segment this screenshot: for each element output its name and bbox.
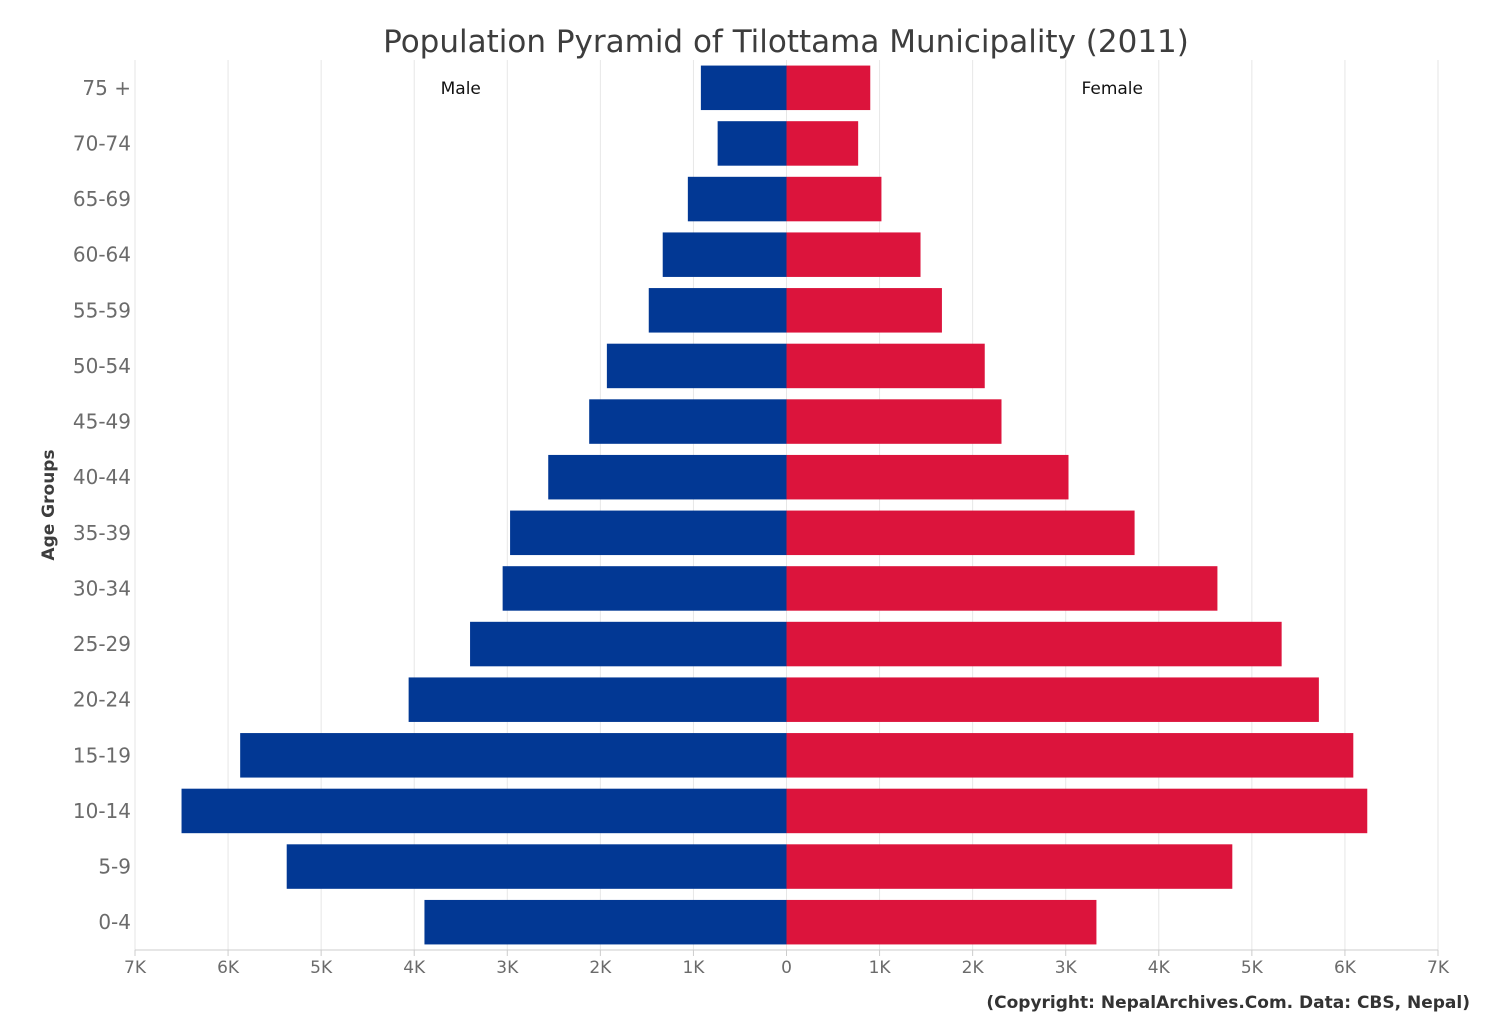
x-tick-label: 7K — [124, 958, 147, 978]
y-tick-label: 20-24 — [73, 688, 131, 712]
female-bar-20-24 — [786, 677, 1319, 722]
male-bar-40-44 — [548, 454, 787, 500]
x-tick-label: 7K — [1427, 958, 1450, 978]
y-axis-title: Age Groups — [39, 449, 59, 560]
male-bar-55-59 — [648, 288, 787, 333]
x-tick-label: 6K — [217, 958, 240, 978]
labels: 75 + 70-74 65-69 60-64 55-59 50-54 45-49 40-44 3… — [73, 76, 1450, 978]
y-tick-label: 40-44 — [73, 465, 131, 489]
female-bar-25-29 — [786, 621, 1282, 667]
x-tick-label: 2K — [589, 958, 612, 978]
female-bar-10-14 — [786, 788, 1368, 834]
male-bar-0-4 — [424, 899, 787, 945]
y-tick-label: 15-19 — [73, 743, 131, 767]
female-bar-65-69 — [786, 176, 882, 222]
female-bar-55-59 — [786, 288, 942, 333]
female-bar-30-34 — [786, 566, 1218, 611]
y-tick-label: 60-64 — [73, 243, 131, 267]
y-tick-label: 30-34 — [73, 576, 131, 600]
female-bar-75- — [786, 65, 871, 111]
bars — [181, 65, 1368, 945]
x-tick-label: 1K — [682, 958, 705, 978]
y-tick-label: 0-4 — [98, 910, 131, 934]
male-bar-25-29 — [470, 621, 787, 667]
y-tick-label: 45-49 — [73, 410, 131, 434]
female-bar-5-9 — [786, 844, 1233, 889]
female-series-label: Female — [1082, 79, 1143, 99]
female-bar-60-64 — [786, 232, 921, 277]
male-bar-10-14 — [181, 788, 787, 834]
male-bar-65-69 — [687, 176, 787, 222]
female-bar-70-74 — [786, 121, 859, 166]
female-bar-15-19 — [786, 733, 1354, 778]
x-tick-label: 6K — [1334, 958, 1357, 978]
x-tick-label: 4K — [1148, 958, 1171, 978]
male-bar-75- — [700, 65, 787, 111]
y-tick-label: 70-74 — [73, 131, 131, 155]
axes — [134, 949, 1439, 956]
female-bar-35-39 — [786, 510, 1135, 556]
x-tick-label: 0 — [781, 958, 792, 978]
female-bar-40-44 — [786, 454, 1069, 500]
x-tick-label: 2K — [962, 958, 985, 978]
y-tick-label: 65-69 — [73, 187, 131, 211]
y-tick-label: 75 + — [82, 76, 131, 100]
credit-text: (Copyright: NepalArchives.Com. Data: CBS… — [986, 993, 1470, 1013]
male-series-label: Male — [441, 79, 481, 99]
y-tick-label: 25-29 — [73, 632, 131, 656]
male-bar-5-9 — [286, 844, 787, 889]
male-bar-60-64 — [662, 232, 787, 277]
female-bar-0-4 — [786, 899, 1097, 945]
y-tick-label: 35-39 — [73, 521, 131, 545]
x-tick-label: 5K — [310, 958, 333, 978]
y-tick-label: 10-14 — [73, 799, 131, 823]
female-bar-45-49 — [786, 399, 1002, 444]
y-tick-label: 5-9 — [98, 855, 131, 879]
x-tick-label: 4K — [403, 958, 426, 978]
male-bar-20-24 — [408, 677, 787, 722]
male-bar-15-19 — [240, 733, 787, 778]
x-tick-label: 3K — [1055, 958, 1078, 978]
x-tick-label: 3K — [496, 958, 519, 978]
chart-title: Population Pyramid of Tilottama Municipa… — [383, 24, 1189, 60]
male-bar-30-34 — [502, 566, 787, 611]
male-bar-70-74 — [717, 121, 787, 166]
male-bar-45-49 — [589, 399, 787, 444]
x-tick-label: 1K — [869, 958, 892, 978]
female-bar-50-54 — [786, 343, 985, 389]
x-tick-label: 5K — [1241, 958, 1264, 978]
male-bar-50-54 — [606, 343, 787, 389]
y-tick-label: 55-59 — [73, 298, 131, 322]
male-bar-35-39 — [510, 510, 787, 556]
y-tick-label: 50-54 — [73, 354, 131, 378]
